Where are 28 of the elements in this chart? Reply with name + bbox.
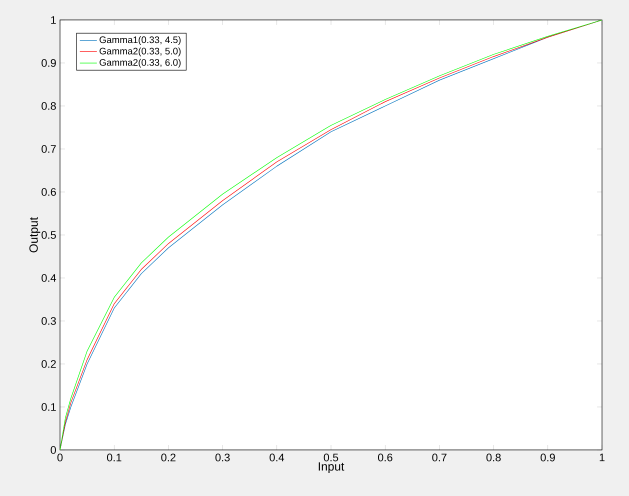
- y-tick-label: 0.4: [42, 274, 56, 282]
- y-axis-title: Output: [29, 217, 40, 252]
- legend-label: Gamma1(0.33, 4.5): [100, 36, 181, 45]
- x-tick-label: 0.3: [215, 454, 230, 462]
- y-tick-label: 0.5: [42, 231, 56, 239]
- x-axis-title: Input: [318, 462, 344, 474]
- x-tick-label: 0.9: [540, 454, 555, 462]
- y-tick-label: 0.7: [42, 145, 56, 153]
- legend-label: Gamma2(0.33, 6.0): [100, 58, 181, 68]
- x-tick-label: 0.8: [486, 454, 501, 462]
- line-series: [60, 20, 602, 450]
- x-tick-label: 0.2: [161, 454, 176, 462]
- x-tick-label: 0.1: [107, 454, 122, 462]
- x-tick-label: 0: [57, 454, 63, 462]
- y-tick-label: 0.6: [42, 188, 56, 196]
- y-tick-label: 0: [50, 446, 56, 454]
- y-tick-label: 0.8: [42, 102, 56, 110]
- y-tick-label: 1: [51, 16, 56, 24]
- y-tick-label: 0.2: [42, 360, 56, 368]
- y-tick-label: 0.3: [42, 317, 56, 325]
- x-tick-label: 0.6: [378, 454, 392, 462]
- x-tick-label: 0.5: [324, 454, 338, 462]
- y-tick-label: 0.9: [42, 59, 56, 67]
- legend-label: Gamma2(0.33, 5.0): [100, 48, 181, 56]
- x-tick-label: 1: [600, 454, 605, 462]
- x-tick-label: 0.4: [270, 454, 284, 462]
- x-tick-label: 0.7: [432, 454, 446, 462]
- y-tick-label: 0.1: [42, 403, 56, 411]
